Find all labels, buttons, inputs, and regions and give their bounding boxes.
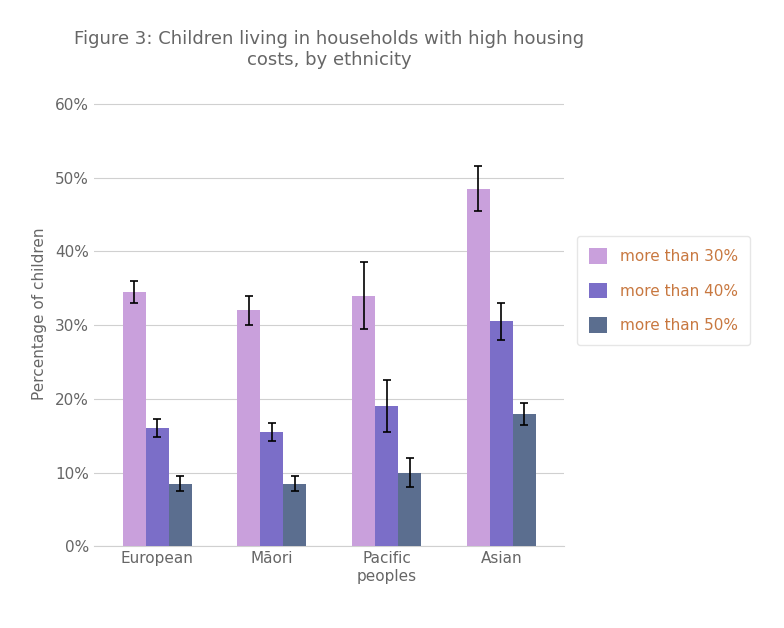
Bar [146,428,169,546]
Bar [513,414,535,546]
Bar [169,484,191,546]
Bar [238,310,260,546]
Legend: more than 30%, more than 40%, more than 50%: more than 30%, more than 40%, more than … [577,236,750,345]
Bar [283,484,307,546]
Bar [398,473,421,546]
Title: Figure 3: Children living in households with high housing
costs, by ethnicity: Figure 3: Children living in households … [74,30,584,69]
Bar [467,188,490,546]
Bar [260,432,283,546]
Bar [376,406,398,546]
Y-axis label: Percentage of children: Percentage of children [32,228,47,400]
Bar [352,296,376,546]
Bar [123,292,146,546]
Bar [490,322,513,546]
